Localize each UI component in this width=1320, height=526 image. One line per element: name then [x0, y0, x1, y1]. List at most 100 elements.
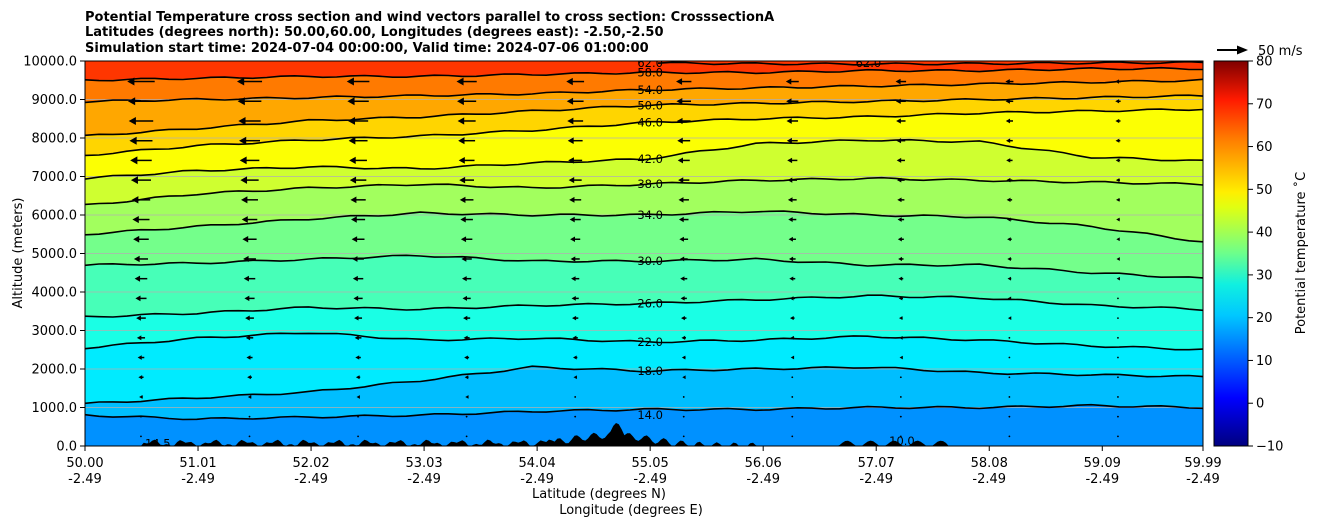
- gridlines: [85, 99, 1203, 408]
- wind-vector: [678, 197, 689, 203]
- wind-vector: [568, 177, 582, 184]
- wind-vector: [681, 355, 686, 360]
- wind-vector: [1007, 256, 1012, 261]
- wind-vector: [349, 176, 367, 184]
- wind-vector: [898, 276, 904, 281]
- wind-vector: [133, 255, 149, 263]
- wind-vector: [896, 138, 906, 144]
- wind-vector: [787, 157, 798, 164]
- wind-vector: [457, 117, 476, 125]
- wind-vector: [463, 335, 470, 341]
- wind-vector: [895, 78, 907, 85]
- x-tick-label-lon: -2.49: [972, 472, 1006, 487]
- y-tick-label: 10000.0: [23, 55, 77, 70]
- contour-label: 58.0: [637, 66, 663, 80]
- wind-vector: [239, 136, 261, 145]
- x-tick-label-lat: 59.99: [1184, 456, 1221, 471]
- wind-vector: [897, 177, 905, 183]
- x-axis: 50.00-2.4951.01-2.4952.02-2.4953.03-2.49…: [66, 446, 1222, 487]
- wind-vector: [570, 236, 581, 242]
- wind-vector: [1117, 376, 1119, 379]
- wind-vector: [788, 236, 796, 242]
- colorbar-tick-label: 20: [1256, 311, 1273, 326]
- y-tick-label: 8000.0: [32, 132, 78, 147]
- wind-vector: [238, 116, 261, 125]
- wind-vector: [790, 335, 795, 340]
- wind-vector: [245, 335, 254, 341]
- wind-vector: [357, 415, 359, 418]
- wind-vector: [682, 415, 685, 418]
- wind-vector: [791, 415, 794, 418]
- wind-vector: [464, 375, 469, 380]
- wind-vector: [898, 296, 903, 301]
- title-line-3: Simulation start time: 2024-07-04 00:00:…: [85, 41, 649, 56]
- wind-vector: [678, 177, 690, 183]
- wind-vector: [1006, 217, 1012, 222]
- wind-vector: [1117, 435, 1119, 438]
- contour-label: 10.0: [889, 434, 915, 448]
- contour-30: [85, 254, 1203, 279]
- wind-vector: [136, 315, 146, 321]
- contour-62: [657, 61, 1203, 66]
- chart-title: Potential Temperature cross section and …: [85, 10, 774, 56]
- wind-vector: [899, 396, 902, 398]
- wind-vector: [568, 157, 583, 164]
- wind-vector: [241, 196, 258, 204]
- wind-vector: [132, 215, 150, 224]
- y-tick-label: 6000.0: [32, 209, 78, 224]
- quiver-key-arrow-head: [1237, 45, 1248, 55]
- wind-vector: [465, 435, 468, 438]
- wind-vector: [572, 315, 579, 321]
- y-tick-label: 5000.0: [32, 247, 78, 262]
- contour-26: [85, 294, 1203, 318]
- wind-vector: [1116, 276, 1120, 281]
- x-tick-label-lon: -2.49: [746, 472, 780, 487]
- wind-vector: [1008, 356, 1011, 359]
- colorbar-tick-label: 30: [1256, 268, 1273, 283]
- wind-vector: [140, 415, 142, 418]
- wind-vector: [347, 117, 369, 125]
- wind-vector: [1007, 296, 1012, 301]
- colorbar-tick-label: 70: [1256, 97, 1273, 112]
- colorbar-ticks: −10 0 10 20 30 40 50 60 70 80: [1248, 55, 1283, 455]
- wind-vector: [787, 177, 798, 183]
- y-tick-label: 4000.0: [32, 286, 78, 301]
- wind-vector: [567, 137, 583, 144]
- x-tick-label-lat: 57.07: [858, 456, 895, 471]
- wind-vector: [1115, 178, 1121, 183]
- wind-vector: [574, 396, 577, 398]
- colorbar-tick-label: −10: [1256, 440, 1283, 455]
- wind-vector: [247, 375, 252, 380]
- x-tick-label-lat: 55.05: [632, 456, 669, 471]
- y-tick-label: 7000.0: [32, 170, 78, 185]
- wind-vector: [461, 256, 472, 262]
- x-tick-label-lon: -2.49: [68, 472, 102, 487]
- wind-vector: [786, 118, 799, 124]
- wind-vector: [680, 296, 687, 301]
- contour-50: [85, 94, 1203, 137]
- wind-vector: [899, 435, 902, 438]
- wind-vector: [247, 395, 252, 399]
- colorbar-tick-label: 60: [1256, 140, 1273, 155]
- wind-vector: [1117, 336, 1119, 339]
- contour-label: 50.0: [637, 98, 663, 112]
- x-tick-label-lat: 53.03: [405, 456, 442, 471]
- y-axis: 0.0 1000.0 2000.0 3000.0 4000.0 5000.0 6000.0 7…: [23, 55, 85, 455]
- contour-18: [85, 365, 1203, 405]
- contour-label: 62.0: [856, 56, 882, 70]
- wind-vector: [240, 176, 259, 184]
- wind-vector: [1115, 138, 1121, 143]
- wind-vector: [790, 355, 795, 360]
- wind-vector: [456, 77, 477, 86]
- wind-vector: [136, 335, 146, 341]
- wind-vector: [788, 256, 796, 262]
- wind-vector: [574, 415, 577, 418]
- y-tick-label: 0.0: [56, 440, 77, 455]
- wind-vector: [573, 355, 578, 360]
- wind-vector: [566, 77, 585, 86]
- x-tick-label-lat: 54.04: [519, 456, 556, 471]
- wind-vector: [140, 435, 142, 438]
- wind-vector: [679, 256, 688, 262]
- wind-vector: [677, 157, 690, 164]
- wind-vector: [1116, 197, 1120, 202]
